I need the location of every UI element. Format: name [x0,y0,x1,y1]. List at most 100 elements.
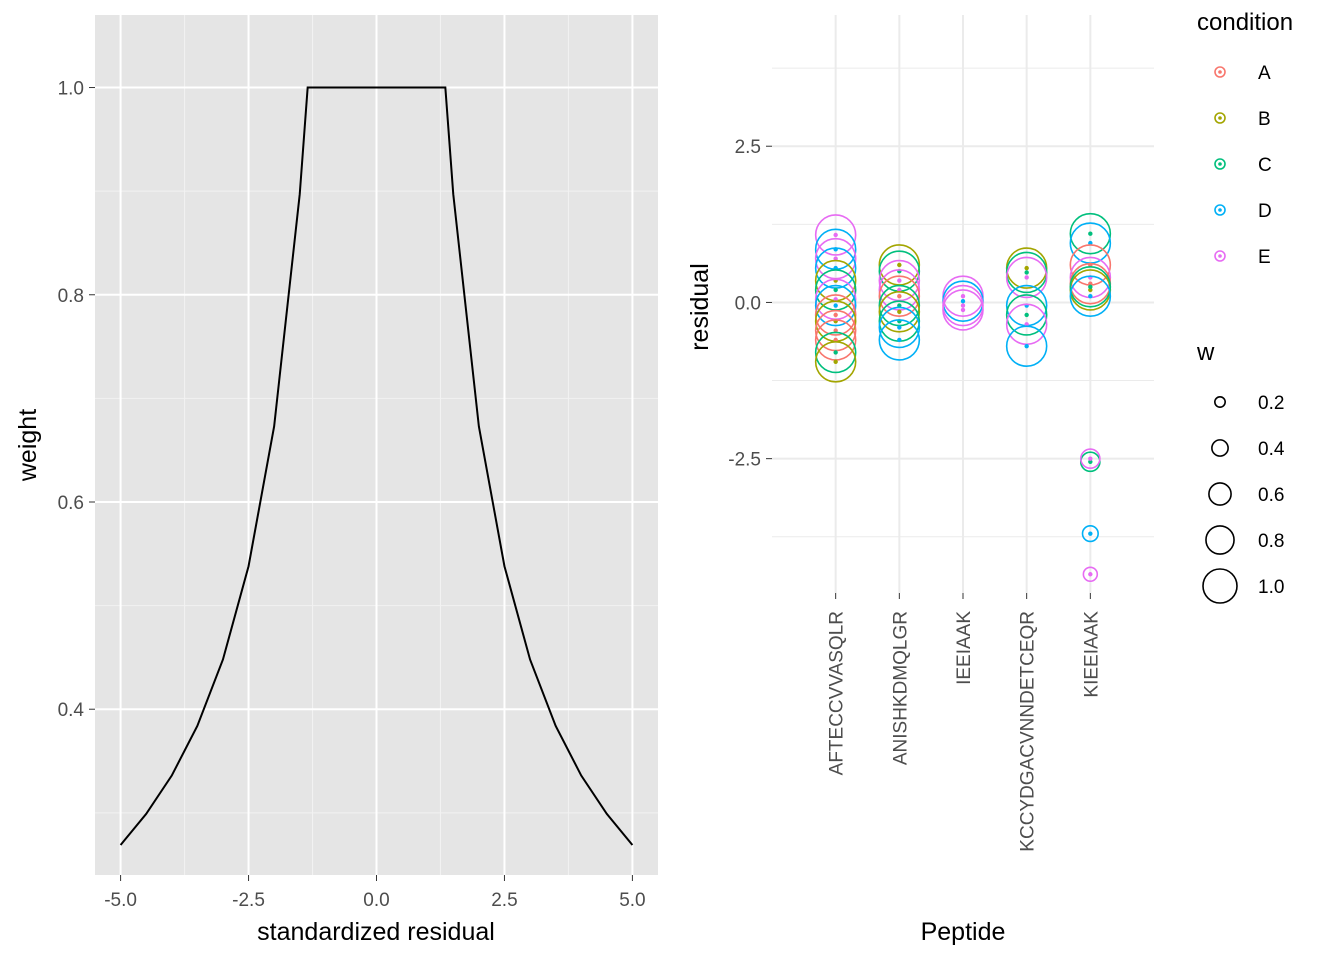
x-tick-label: IEEIAAK [954,611,975,685]
color-legend-key-center [1218,70,1222,74]
residual-point-center [1088,572,1093,577]
residual-point-circle [878,306,921,349]
y-tick-label: 2.5 [735,137,761,158]
residual-point-circle [814,331,857,374]
residual-point-center [1024,343,1029,349]
size-legend-label: 0.2 [1258,393,1284,414]
color-legend-key [1214,204,1226,216]
size-legend-keys: 0.2 0.4 0.6 0.8 1.0 [1202,393,1285,604]
x-tick-label: ANISHKDMQLGR [890,611,911,765]
x-tick-label: KIEEIAAK [1081,611,1102,698]
residual-point-center [897,337,902,343]
residual-point-center [833,287,838,293]
residual-plot-panel: AFTECCVVASQLR ANISHKDMQLGR IEEIAAK KCCYDGAC… [686,15,1154,946]
color-legend-key-center [1218,162,1222,166]
size-legend-label: 0.4 [1258,439,1285,460]
weight-plot-x-ticks: -5.0 -2.5 0.0 2.5 5.0 [104,875,646,911]
x-tick-label: KCCYDGACVNNDETCEQR [1018,611,1039,852]
color-legend-key [1214,66,1226,78]
residual-point-center [1088,459,1093,464]
residual-point-center [1088,231,1093,236]
size-legend-key [1205,525,1235,555]
x-tick-label: -2.5 [232,890,265,911]
color-legend-key-center [1218,116,1222,120]
residual-point-center [1088,287,1093,293]
residual-plot-x-axis-title: Peptide [921,918,1006,946]
y-tick-label: 0.0 [735,293,761,314]
residual-plot-y-axis-title: residual [686,263,714,351]
color-legend-label: B [1258,109,1271,130]
residual-point-circle [1081,525,1099,543]
residual-point-center [1088,293,1093,299]
weight-plot-major-gridlines [95,15,658,875]
color-legend-key-center [1218,208,1222,212]
residual-point-center [833,359,838,364]
color-legend-label: E [1258,247,1271,268]
y-tick-label: 0.8 [58,286,84,307]
color-legend-key [1214,250,1226,262]
residual-point-circle [814,340,857,383]
size-legend-label: 0.6 [1258,485,1284,506]
color-legend-label: A [1258,63,1271,84]
residual-point-circle [878,275,921,317]
residual-points [814,212,1112,583]
residual-point-center [960,298,966,304]
size-legend-key [1202,568,1238,604]
residual-point-center [833,312,838,318]
residual-point-circle [814,294,857,336]
residual-point-center [833,350,838,355]
residual-point-center [960,303,966,308]
residual-plot-x-ticks: AFTECCVVASQLR ANISHKDMQLGR IEEIAAK KCCYDGAC… [827,593,1102,852]
residual-point-circle [1082,566,1099,583]
weight-plot-y-ticks: 0.4 0.6 0.8 1.0 [58,79,95,721]
size-legend-key [1214,396,1226,408]
legend: condition A B C D E w 0.2 0.4 0.6 0.8 1.0 [1196,9,1293,604]
residual-point-center [1024,270,1029,275]
x-tick-label: 2.5 [491,890,517,911]
residual-point-circle [1005,325,1048,367]
color-legend-key-center [1218,254,1222,258]
residual-point-center [833,303,838,308]
residual-point-center [833,232,838,238]
residual-point-circle [814,284,857,327]
x-tick-label: 0.0 [363,890,389,911]
y-tick-label: -2.5 [728,450,761,471]
size-legend-label: 0.8 [1258,531,1284,552]
residual-point-center [960,307,966,313]
color-legend-keys: A B C D E [1214,63,1272,268]
color-legend-label: D [1258,201,1272,222]
residual-point-center [1088,456,1093,461]
residual-point-center [897,262,902,268]
x-tick-label: 5.0 [619,890,645,911]
weight-plot-x-axis-title: standardized residual [257,918,495,946]
residual-point-circle [1005,256,1048,299]
y-tick-label: 0.4 [58,700,85,721]
residual-point-center [897,325,902,330]
residual-point-center [1024,275,1029,280]
residual-point-center [1088,284,1093,290]
residual-point-center [897,309,902,315]
size-legend-key [1211,439,1229,457]
color-legend-key [1214,112,1226,124]
size-legend-key [1208,482,1232,506]
residual-point-center [1024,265,1029,271]
residual-plot-y-ticks: -2.5 0.0 2.5 [728,137,772,471]
residual-point-center [897,278,902,283]
residual-point-circle [1079,448,1101,470]
residual-point-circle [1069,212,1112,255]
residual-point-center [1024,312,1029,318]
size-legend-label: 1.0 [1258,577,1284,598]
residual-point-circle [878,319,921,361]
size-legend-title: w [1196,339,1215,366]
x-tick-label: -5.0 [104,890,137,911]
color-legend-label: C [1258,155,1272,176]
weight-curve [119,86,634,846]
residual-point-circle [1005,294,1048,336]
residual-point-center [1088,281,1093,286]
color-legend-title: condition [1197,9,1293,36]
x-tick-label: AFTECCVVASQLR [827,611,848,775]
residual-point-circle [814,214,857,256]
residual-point-circle [942,289,984,331]
y-tick-label: 1.0 [58,79,84,100]
